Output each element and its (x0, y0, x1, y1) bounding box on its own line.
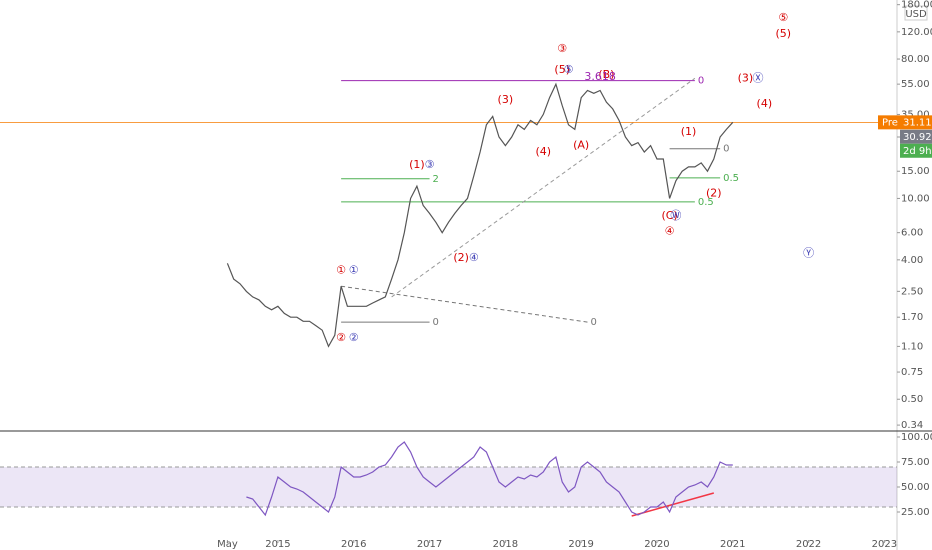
wave-label: (4) (757, 97, 773, 110)
drawing-label: 0 (723, 144, 729, 155)
rsi-band (0, 467, 897, 507)
x-tick-label: 2017 (417, 539, 442, 550)
drawing-line (341, 285, 588, 323)
drawing-label: 0 (590, 317, 596, 328)
x-tick-label: 2020 (644, 539, 669, 550)
currency: USD (905, 9, 927, 20)
x-tick-label: 2016 (341, 539, 366, 550)
wave-label: (5) (775, 27, 791, 40)
y-tick-label: 120.00 (901, 27, 932, 38)
wave-label: Ⓨ (803, 246, 814, 259)
wave-label: (A) (573, 139, 589, 152)
wave-label: Ⓦ (670, 209, 681, 222)
wave-label: (2) (706, 186, 722, 199)
y-tick-label: 10.00 (901, 193, 930, 204)
drawing-label: 0.5 (723, 173, 739, 184)
countdown: 2d 9h (903, 146, 932, 157)
x-tick-label: 2018 (493, 539, 518, 550)
wave-label: (3) (738, 71, 754, 84)
wave-label: ⑤ (564, 63, 574, 76)
wave-label: (B) (598, 68, 614, 81)
y-tick-label: 15.00 (901, 166, 930, 177)
drawing-label: 2 (433, 174, 439, 185)
drawing-label: 0 (433, 317, 439, 328)
drawing-line (391, 77, 696, 298)
wave-label: (1) (681, 125, 697, 138)
wave-label: Ⓧ (753, 71, 764, 84)
close-price-value: 30.92 (903, 132, 932, 143)
last-price-value: 31.11 (903, 117, 932, 128)
drawing-label: 0 (698, 76, 704, 87)
x-tick-label: 2021 (720, 539, 745, 550)
price-line (226, 82, 734, 348)
y-tick-label: 1.10 (901, 341, 923, 352)
y-tick-label: 55.00 (901, 79, 930, 90)
x-tick-label: May (217, 539, 238, 550)
wave-label: ② (349, 331, 359, 344)
close-price-box (900, 129, 932, 144)
wave-label: ④ (665, 225, 675, 238)
x-tick-label: 2022 (796, 539, 821, 550)
wave-label: (4) (535, 145, 551, 158)
y-tick-label: 2.50 (901, 286, 923, 297)
y2-tick-label: 75.00 (901, 457, 930, 468)
y-tick-label: 1.70 (901, 312, 923, 323)
wave-label: ① (349, 264, 359, 277)
y2-tick-label: 100.00 (901, 432, 932, 443)
last-price-box (878, 115, 932, 130)
last-price-tag: Pre (882, 117, 898, 128)
wave-label: ⑤ (778, 11, 788, 24)
wave-label: ④ (469, 251, 479, 264)
y-tick-label: 0.34 (901, 420, 923, 431)
currency-box (904, 5, 928, 21)
y-tick-label: 0.50 (901, 394, 923, 405)
y-tick-label: 35.00 (901, 109, 930, 120)
wave-label: (5) (554, 63, 570, 76)
y2-tick-label: 25.00 (901, 507, 930, 518)
wave-label: 3.618 (584, 70, 616, 83)
x-tick-label: 2023 (872, 539, 897, 550)
x-tick-label: 2015 (265, 539, 290, 550)
y-tick-label: 6.00 (901, 228, 923, 239)
wave-label: (3) (498, 93, 514, 106)
wave-label: (1) (409, 158, 425, 171)
rsi-line (246, 441, 733, 517)
y-tick-label: 180.00 (901, 0, 932, 11)
y2-tick-label: 50.00 (901, 482, 930, 493)
y-tick-label: 80.00 (901, 54, 930, 65)
x-tick-label: 2019 (568, 539, 593, 550)
wave-label: (2) (453, 251, 469, 264)
wave-label: ② (336, 331, 346, 344)
wave-label: ③ (425, 158, 435, 171)
drawing-label: 0.5 (698, 197, 714, 208)
y-tick-label: 0.75 (901, 367, 923, 378)
wave-label: ① (336, 264, 346, 277)
countdown-box (900, 143, 932, 158)
y-tick-label: 4.00 (901, 255, 923, 266)
wave-label: ③ (557, 42, 567, 55)
wave-label: (C) (661, 209, 677, 222)
